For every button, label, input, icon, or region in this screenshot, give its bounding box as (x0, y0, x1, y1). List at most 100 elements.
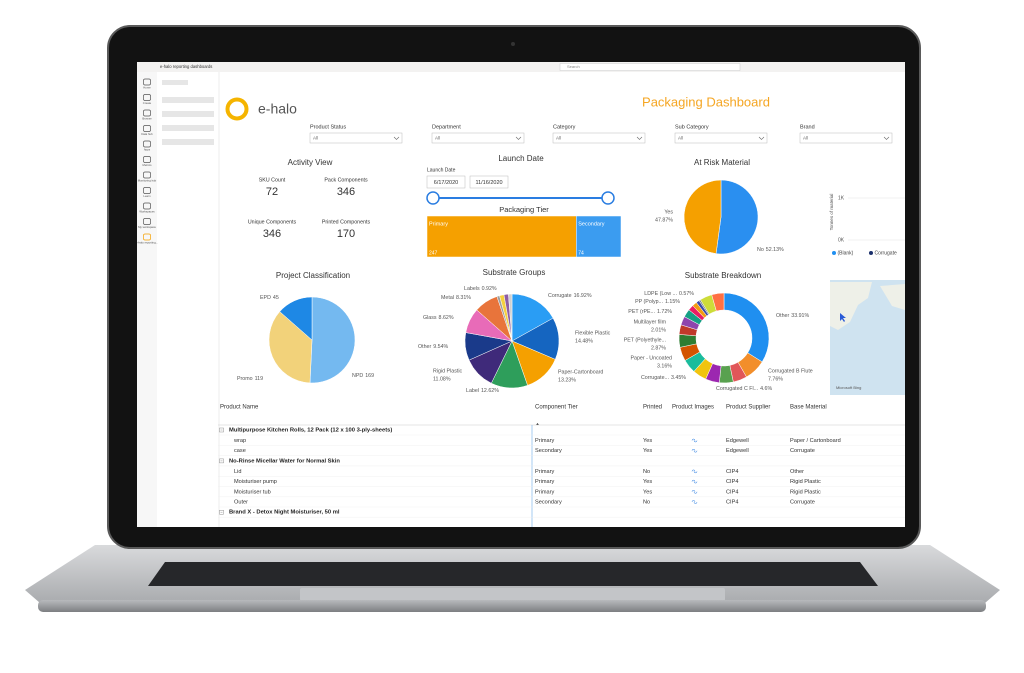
image-link-icon[interactable] (691, 469, 698, 474)
filter-dropdown[interactable] (431, 132, 525, 144)
kpi-label: Printed Components (322, 219, 371, 225)
nav-icon[interactable] (143, 233, 151, 241)
slicer-label: Launch Date (427, 167, 456, 173)
laptop-front-edge (38, 600, 986, 612)
table-cell: Edgewell (726, 448, 749, 454)
expand-icon[interactable] (219, 427, 224, 433)
column-header: Product Images (672, 405, 714, 411)
slice-label: Promo 119 (237, 376, 263, 382)
slice-label-name: Promo (237, 376, 253, 382)
nav-icon[interactable] (143, 109, 151, 117)
slice-label-name: Corrugated C Fl... (716, 386, 758, 392)
nav-icon[interactable] (143, 187, 151, 194)
slice-label-name: Rigid Plastic (433, 368, 462, 374)
table-cell: Moisturiser pump (234, 479, 277, 485)
image-link-icon[interactable] (691, 500, 698, 504)
image-link-icon[interactable] (691, 490, 698, 494)
kpi-label: Pack Components (324, 177, 368, 183)
table-cell: No (643, 499, 650, 505)
slice-label-value: 52.13% (766, 247, 784, 253)
slice-label-name: PET (Polyethyle... (624, 337, 666, 343)
filter-dropdown[interactable] (799, 132, 893, 144)
section-title: Substrate Breakdown (685, 271, 762, 280)
slice-label-name: Yes (664, 209, 673, 215)
pie-slice (508, 293, 513, 342)
group-row: Multipurpose Kitchen Rolls, 12 Pack (12 … (229, 428, 392, 434)
filter-value: All (803, 136, 808, 141)
slice-label-name: Label (466, 388, 479, 394)
chevron (758, 136, 765, 140)
nav-icon[interactable] (143, 156, 151, 163)
nav-icon[interactable] (143, 140, 151, 148)
map-cursor (840, 313, 846, 322)
image-link-icon[interactable] (691, 479, 698, 484)
slice-label: EPD 45 (260, 295, 279, 301)
section-title: Packaging Tier (499, 205, 549, 214)
column-header: Product Name (220, 405, 259, 411)
section-title: Launch Date (498, 154, 544, 163)
slice-label-value: 16.92% (574, 293, 592, 299)
slice-label-value: 1.72% (657, 309, 672, 315)
tier-name: Primary (429, 221, 448, 227)
nav-icon[interactable] (143, 202, 151, 210)
image-link-icon[interactable] (691, 438, 698, 443)
search-placeholder: Search (567, 64, 580, 69)
slice-label-value: 14.48% (575, 338, 593, 344)
nav-icon[interactable] (143, 218, 151, 225)
nav-icon[interactable] (143, 171, 151, 179)
table-cell: Other (790, 469, 804, 475)
chevron (883, 136, 890, 140)
nav-icon[interactable] (143, 94, 151, 101)
filter-value: All (313, 136, 318, 141)
pie-slice (715, 179, 759, 255)
slice-label-name: EPD (260, 295, 271, 301)
nav-icon[interactable] (143, 78, 151, 86)
slice-label-name: Corrugate (548, 293, 572, 299)
placeholder-bar (162, 139, 214, 145)
table-cell: case (234, 448, 246, 454)
table-cell: Rigid Plastic (790, 479, 821, 485)
slice-label: PET (rPE... 1.72% (628, 309, 672, 315)
date-box[interactable] (469, 175, 509, 189)
table-cell: Secondary (535, 499, 562, 505)
search-box[interactable] (559, 63, 741, 71)
slider-handle[interactable] (601, 191, 615, 205)
map-land (880, 284, 905, 310)
pie-slice (268, 311, 313, 384)
table-cell: CIP4 (726, 499, 738, 505)
slice-label: Glass 8.62% (423, 315, 454, 321)
filter-dropdown[interactable] (552, 132, 646, 144)
slice-label-name: PET (rPE... (628, 309, 655, 315)
slice-label-name: LDPE (Low ... (644, 291, 677, 297)
expand-icon[interactable] (219, 458, 224, 464)
table-cell: wrap (233, 438, 246, 444)
nav-label: Home (143, 86, 151, 90)
section-title: Project Classification (276, 271, 350, 280)
filter-label: Brand (800, 124, 815, 130)
slider-handle[interactable] (426, 191, 440, 205)
slice-label-name: Paper - Uncoated (630, 355, 672, 361)
filter-dropdown[interactable] (674, 132, 768, 144)
table-cell: Corrugate (790, 499, 815, 505)
table-cell: Rigid Plastic (790, 489, 821, 495)
filter-dropdown[interactable] (309, 132, 403, 144)
slice-label-value: 1.15% (665, 299, 680, 305)
slice-label: Label 12.62% (466, 388, 499, 394)
slice-label: NPD 169 (352, 373, 374, 379)
date-start: 6/17/2020 (434, 180, 458, 186)
tier-value: 74 (578, 250, 584, 256)
slice-label: Labels 0.92% (464, 286, 497, 292)
table-cell: CIP4 (726, 469, 738, 475)
tier-bar (576, 215, 622, 258)
filter-label: Category (553, 124, 576, 130)
image-link-icon[interactable] (691, 449, 698, 453)
section-title: Substrate Groups (483, 268, 546, 277)
expand-icon[interactable] (219, 510, 224, 515)
slice-label: Metal 8.31% (441, 295, 471, 301)
slice-label-value: 8.62% (439, 315, 454, 321)
table-cell: CIP4 (726, 489, 738, 495)
table-cell: Corrugate (790, 448, 815, 454)
date-box[interactable] (426, 175, 466, 189)
nav-icon[interactable] (143, 125, 151, 132)
